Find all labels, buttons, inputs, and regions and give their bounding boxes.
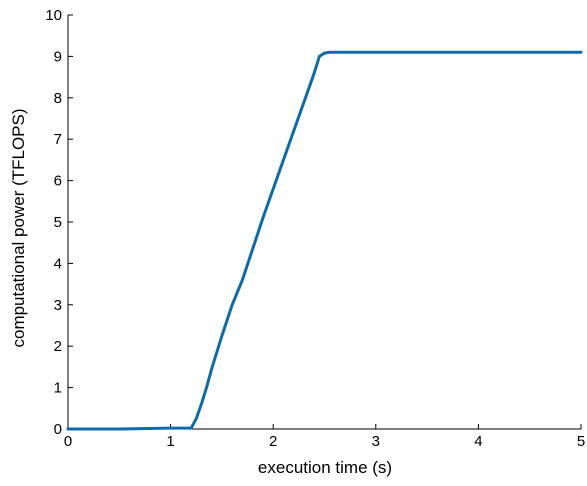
y-tick-label: 3 — [54, 297, 62, 314]
y-tick-label: 10 — [45, 7, 62, 24]
axes — [67, 15, 581, 430]
x-tick-label: 1 — [166, 433, 174, 450]
y-tick-label: 6 — [54, 173, 62, 190]
y-tick-label: 9 — [54, 48, 62, 65]
y-tick-label: 7 — [54, 131, 62, 148]
y-axis-label: computational power (TFLOPS) — [9, 108, 28, 347]
tick-labels: 0 1 2 3 4 5 0 1 2 3 4 5 6 7 8 9 10 — [45, 7, 585, 450]
x-tick-label: 3 — [372, 433, 380, 450]
x-axis-label: execution time (s) — [258, 458, 392, 477]
x-tick-label: 2 — [269, 433, 277, 450]
series-line — [66, 50, 583, 431]
series-lines — [66, 50, 583, 431]
tick-marks — [67, 14, 582, 430]
y-tick-label: 0 — [54, 421, 62, 438]
x-tick-label: 0 — [64, 433, 72, 450]
x-tick-label: 4 — [474, 433, 482, 450]
y-tick-label: 5 — [54, 214, 62, 231]
y-tick-label: 8 — [54, 90, 62, 107]
y-tick-label: 1 — [54, 380, 62, 397]
x-tick-label: 5 — [577, 433, 585, 450]
y-tick-label: 2 — [54, 338, 62, 355]
y-tick-label: 4 — [54, 255, 62, 272]
